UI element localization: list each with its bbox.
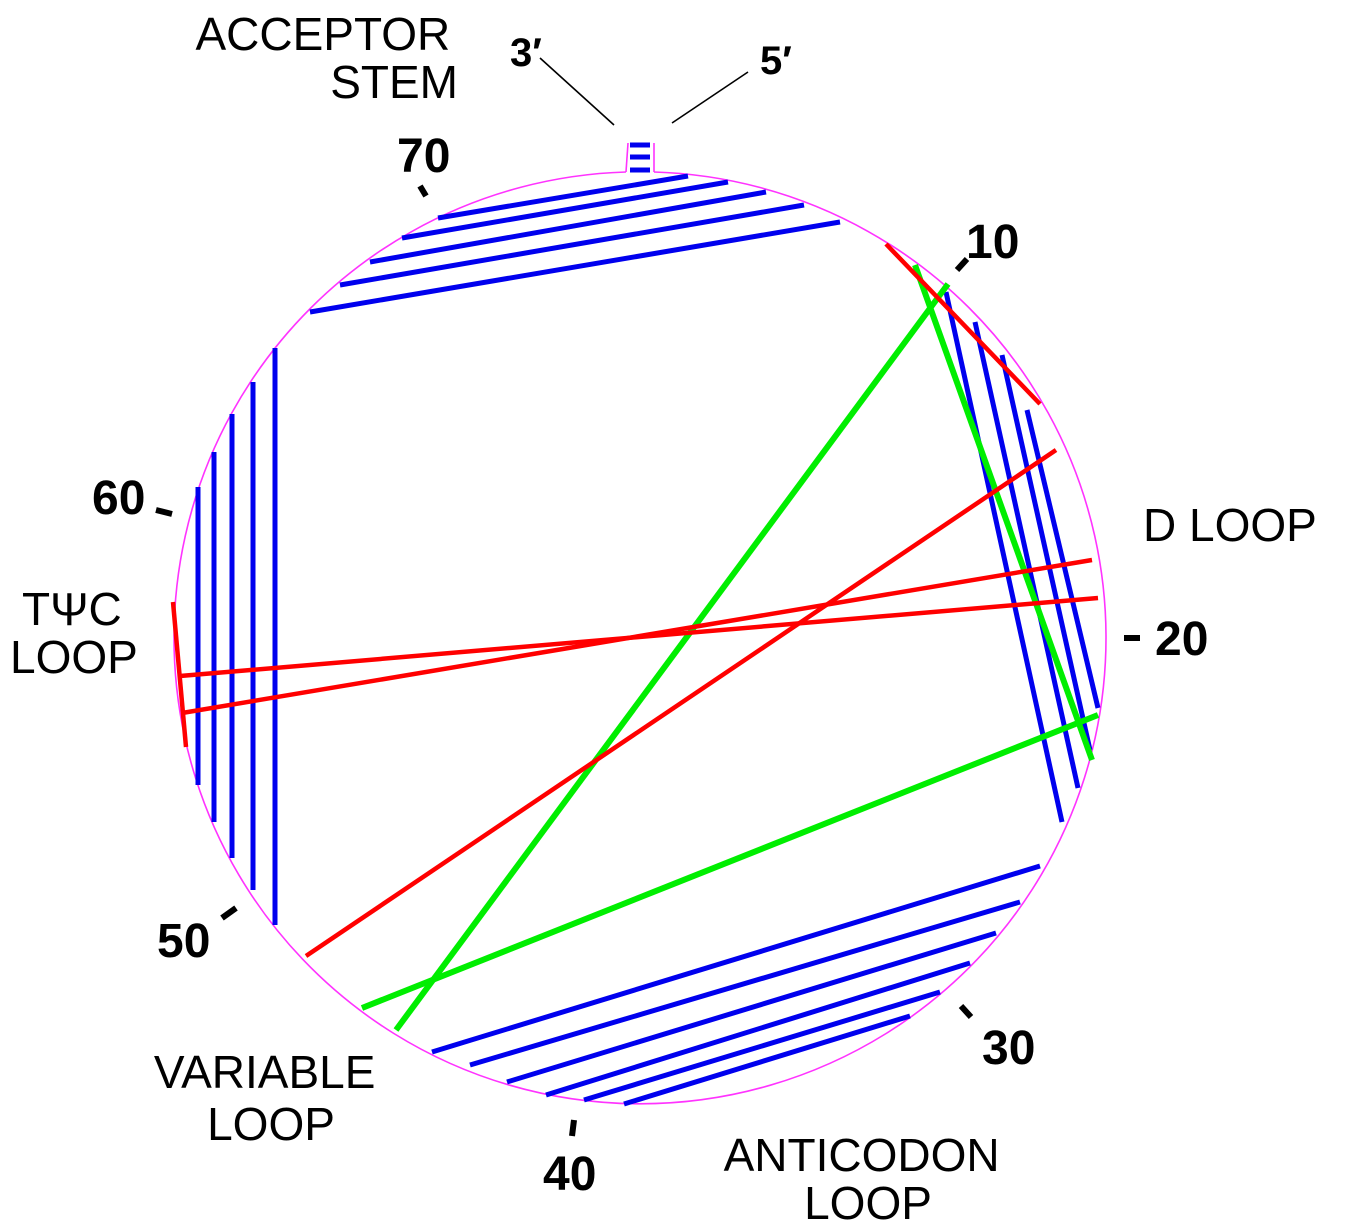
acceptor-stem-label-line: STEM	[330, 56, 458, 108]
anticodon-loop-label-line: ANTICODON	[724, 1129, 1000, 1181]
tpsic-loop-label-line: TΨC	[22, 583, 122, 635]
tertiary-green	[360, 263, 1100, 1032]
three-prime-label: 3′	[510, 31, 542, 75]
tertiary-interaction	[179, 595, 1099, 679]
tick-mark-60	[155, 507, 173, 517]
anticodon-stem-pairs	[431, 863, 1041, 1107]
tertiary-interaction	[360, 712, 1100, 1011]
acceptor-stem-pairs	[309, 173, 841, 315]
t-stem-pairs	[195, 348, 278, 925]
five-prime-pointer	[671, 71, 749, 124]
tick-label-20: 20	[1155, 613, 1208, 666]
variable-loop-label-line: VARIABLE	[154, 1046, 376, 1098]
base-pair	[943, 291, 1065, 823]
acceptor-stem-label: ACCEPTOR STEM	[195, 8, 463, 108]
variable-loop-label-line: LOOP	[207, 1098, 335, 1150]
base-pair	[972, 321, 1081, 789]
backbone-3-prime-end	[625, 142, 629, 173]
base-pair	[999, 354, 1093, 751]
acceptor-stem-label-line: ACCEPTOR	[195, 8, 450, 60]
five-prime-label: 5′	[760, 39, 792, 83]
tertiary-interaction	[884, 242, 1042, 406]
base-pair	[369, 189, 767, 265]
tick-label-10: 10	[966, 216, 1019, 269]
base-pair	[309, 219, 841, 315]
backbone-circle	[173, 171, 1107, 1105]
base-pair	[431, 863, 1041, 1055]
base-pair	[339, 202, 805, 288]
d-loop-label: D LOOP	[1143, 499, 1317, 551]
tertiary-interaction	[393, 282, 951, 1032]
tick-label-30: 30	[982, 1022, 1035, 1075]
tpsic-loop-label: TΨC LOOP	[10, 583, 138, 683]
base-pair	[437, 173, 689, 221]
tick-marks	[155, 184, 1140, 1137]
anticodon-loop-label-line: LOOP	[804, 1177, 932, 1226]
tertiary-interaction	[170, 601, 189, 748]
tick-mark-50	[220, 905, 238, 921]
tick-mark-40	[569, 1119, 577, 1137]
tick-label-40: 40	[543, 1148, 596, 1201]
base-pair	[469, 899, 1021, 1068]
tertiary-red	[170, 242, 1099, 958]
variable-loop-label: VARIABLE LOOP	[154, 1046, 388, 1150]
base-pair	[506, 930, 997, 1085]
tick-mark-30	[958, 1003, 974, 1020]
tpsic-loop-label-line: LOOP	[10, 631, 138, 683]
base-pair	[583, 989, 941, 1103]
d-loop-label-line: D LOOP	[1143, 499, 1317, 551]
tick-label-60: 60	[92, 472, 145, 525]
tick-mark-70	[417, 184, 429, 198]
base-pair	[401, 179, 729, 241]
anticodon-loop-label: ANTICODON LOOP	[724, 1129, 1013, 1226]
tertiary-interaction	[304, 448, 1058, 958]
tick-mark-10	[954, 256, 970, 273]
base-pair	[623, 1013, 911, 1107]
tertiary-interaction	[912, 263, 1095, 762]
tick-label-50: 50	[157, 915, 210, 968]
tick-label-70: 70	[397, 130, 450, 183]
three-prime-pointer	[539, 57, 615, 126]
base-pair	[545, 960, 971, 1098]
